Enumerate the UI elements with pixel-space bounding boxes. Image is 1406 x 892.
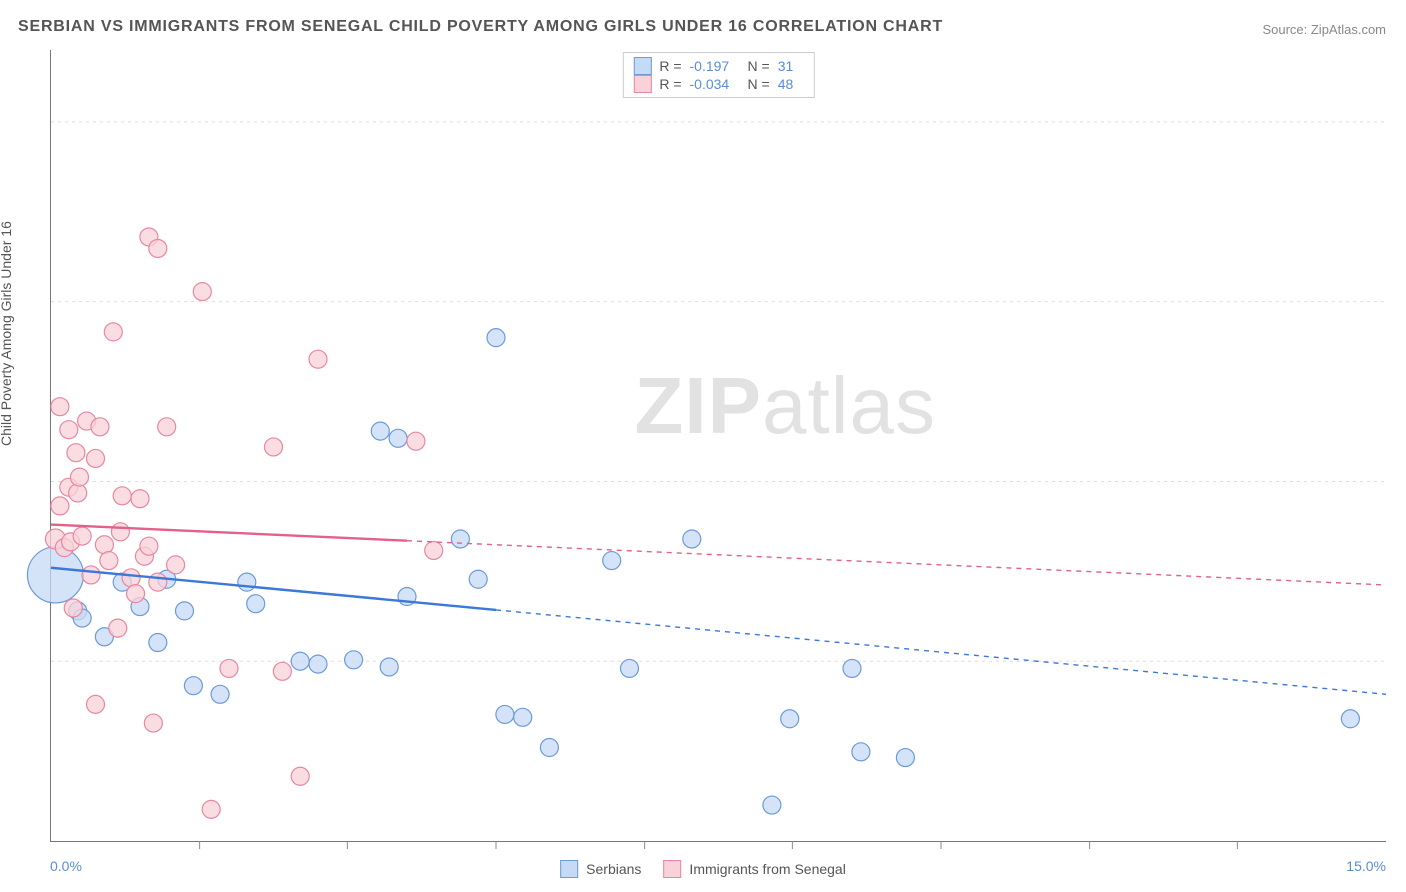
stat-row-serbians: R = -0.197 N = 31 [633, 57, 803, 75]
legend-swatch-serbians [560, 860, 578, 878]
legend-item-serbians: Serbians [560, 860, 641, 878]
n-value-senegal: 48 [778, 76, 804, 92]
y-tick-label: 37.5% [1396, 294, 1406, 310]
legend-label-serbians: Serbians [586, 861, 641, 877]
chart-title: SERBIAN VS IMMIGRANTS FROM SENEGAL CHILD… [18, 18, 943, 36]
r-value-serbians: -0.197 [690, 58, 740, 74]
y-tick-label: 50.0% [1396, 114, 1406, 130]
source-label: Source: ZipAtlas.com [1262, 22, 1386, 37]
scatter-svg [51, 50, 1386, 841]
n-label: N = [748, 58, 770, 74]
legend-swatch-senegal [663, 860, 681, 878]
correlation-stats-box: R = -0.197 N = 31 R = -0.034 N = 48 [622, 52, 814, 98]
r-value-senegal: -0.034 [690, 76, 740, 92]
r-label: R = [659, 58, 681, 74]
y-tick-label: 12.5% [1396, 653, 1406, 669]
chart-plot-area: ZIPatlas R =-0.197N =31R =-0.034N =48 12… [50, 50, 1386, 842]
n-value-serbians: 31 [778, 58, 804, 74]
legend-item-senegal: Immigrants from Senegal [663, 860, 845, 878]
y-tick-label: 25.0% [1396, 473, 1406, 489]
x-axis-max-label: 15.0% [1346, 858, 1386, 874]
r-label: R = [659, 76, 681, 92]
n-label: N = [748, 76, 770, 92]
stat-row-senegal: R = -0.034 N = 48 [633, 75, 803, 93]
swatch-senegal [633, 75, 651, 93]
y-axis-label: Child Poverty Among Girls Under 16 [0, 221, 14, 446]
swatch-serbians [633, 57, 651, 75]
legend: Serbians Immigrants from Senegal [560, 860, 846, 878]
x-axis-min-label: 0.0% [50, 858, 82, 874]
legend-label-senegal: Immigrants from Senegal [689, 861, 845, 877]
